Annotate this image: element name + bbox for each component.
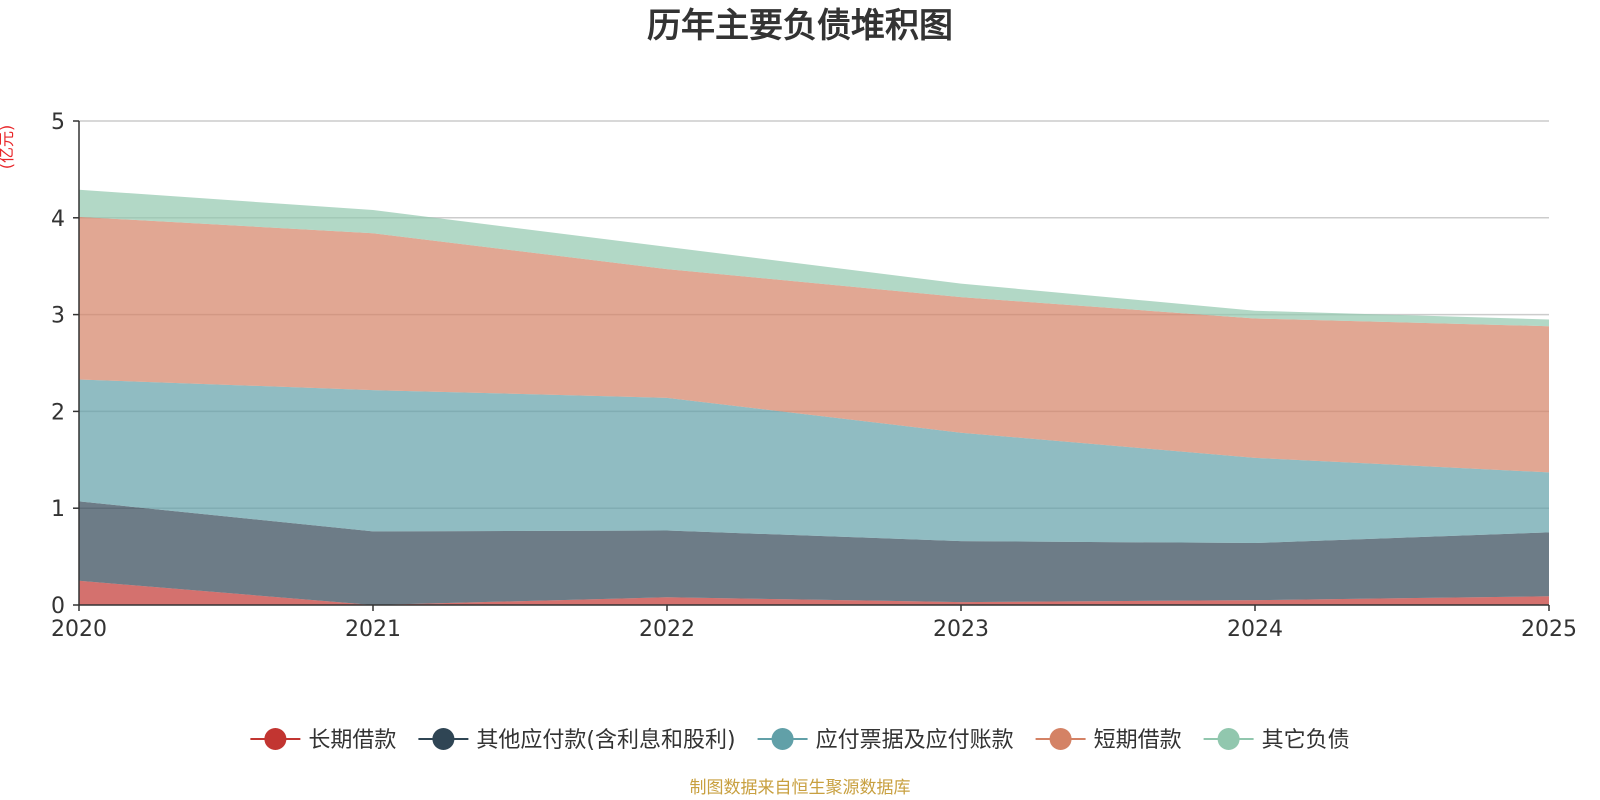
legend-marker-dot-0: [264, 728, 287, 750]
legend-marker-dot-3: [1049, 728, 1072, 750]
chart-title: 历年主要负债堆积图: [647, 6, 953, 46]
x-tick-label-2: 2022: [639, 617, 695, 642]
x-tick-label-5: 2025: [1521, 617, 1577, 642]
series-area-0: [79, 580, 1549, 605]
x-tick-label-3: 2023: [933, 617, 989, 642]
legend-label-3: 短期借款: [1094, 728, 1182, 753]
series-area-2: [79, 379, 1549, 544]
series-area-4: [79, 189, 1549, 327]
y-axis-unit-label: (亿元): [0, 125, 16, 170]
legend-label-1: 其他应付款(含利息和股利): [476, 728, 735, 753]
series-area-3: [79, 216, 1549, 473]
legend-item-2[interactable]: 应付票据及应付账款: [757, 728, 1014, 753]
x-tick-label-0: 2020: [51, 617, 107, 642]
y-tick-label-2: 2: [51, 400, 65, 425]
y-tick-label-3: 3: [51, 304, 65, 329]
y-tick-label-1: 1: [51, 497, 65, 522]
legend-marker-dot-1: [432, 728, 455, 750]
legend-label-4: 其它负债: [1262, 728, 1350, 753]
x-tick-label-1: 2021: [345, 617, 401, 642]
series-areas: [79, 189, 1549, 605]
y-tick-label-4: 4: [51, 207, 65, 232]
axes: 0 1 2 3 4 5 2020 2021 2022 2023 2024 2025: [51, 110, 1577, 642]
legend: 长期借款 其他应付款(含利息和股利) 应付票据及应付账款 短期借款 其它负债: [250, 728, 1350, 753]
y-tick-label-5: 5: [51, 110, 65, 135]
legend-label-2: 应付票据及应付账款: [816, 728, 1014, 753]
legend-marker-dot-2: [771, 728, 794, 750]
legend-item-3[interactable]: 短期借款: [1035, 728, 1182, 753]
x-tick-label-4: 2024: [1227, 617, 1283, 642]
legend-item-1[interactable]: 其他应付款(含利息和股利): [418, 728, 736, 753]
legend-item-4[interactable]: 其它负债: [1203, 728, 1350, 753]
series-area-1: [79, 501, 1549, 605]
data-source-note: 制图数据来自恒生聚源数据库: [690, 778, 911, 798]
y-tick-label-0: 0: [51, 594, 65, 619]
legend-item-0[interactable]: 长期借款: [250, 728, 396, 753]
legend-marker-dot-4: [1217, 728, 1240, 750]
legend-label-0: 长期借款: [308, 728, 396, 753]
